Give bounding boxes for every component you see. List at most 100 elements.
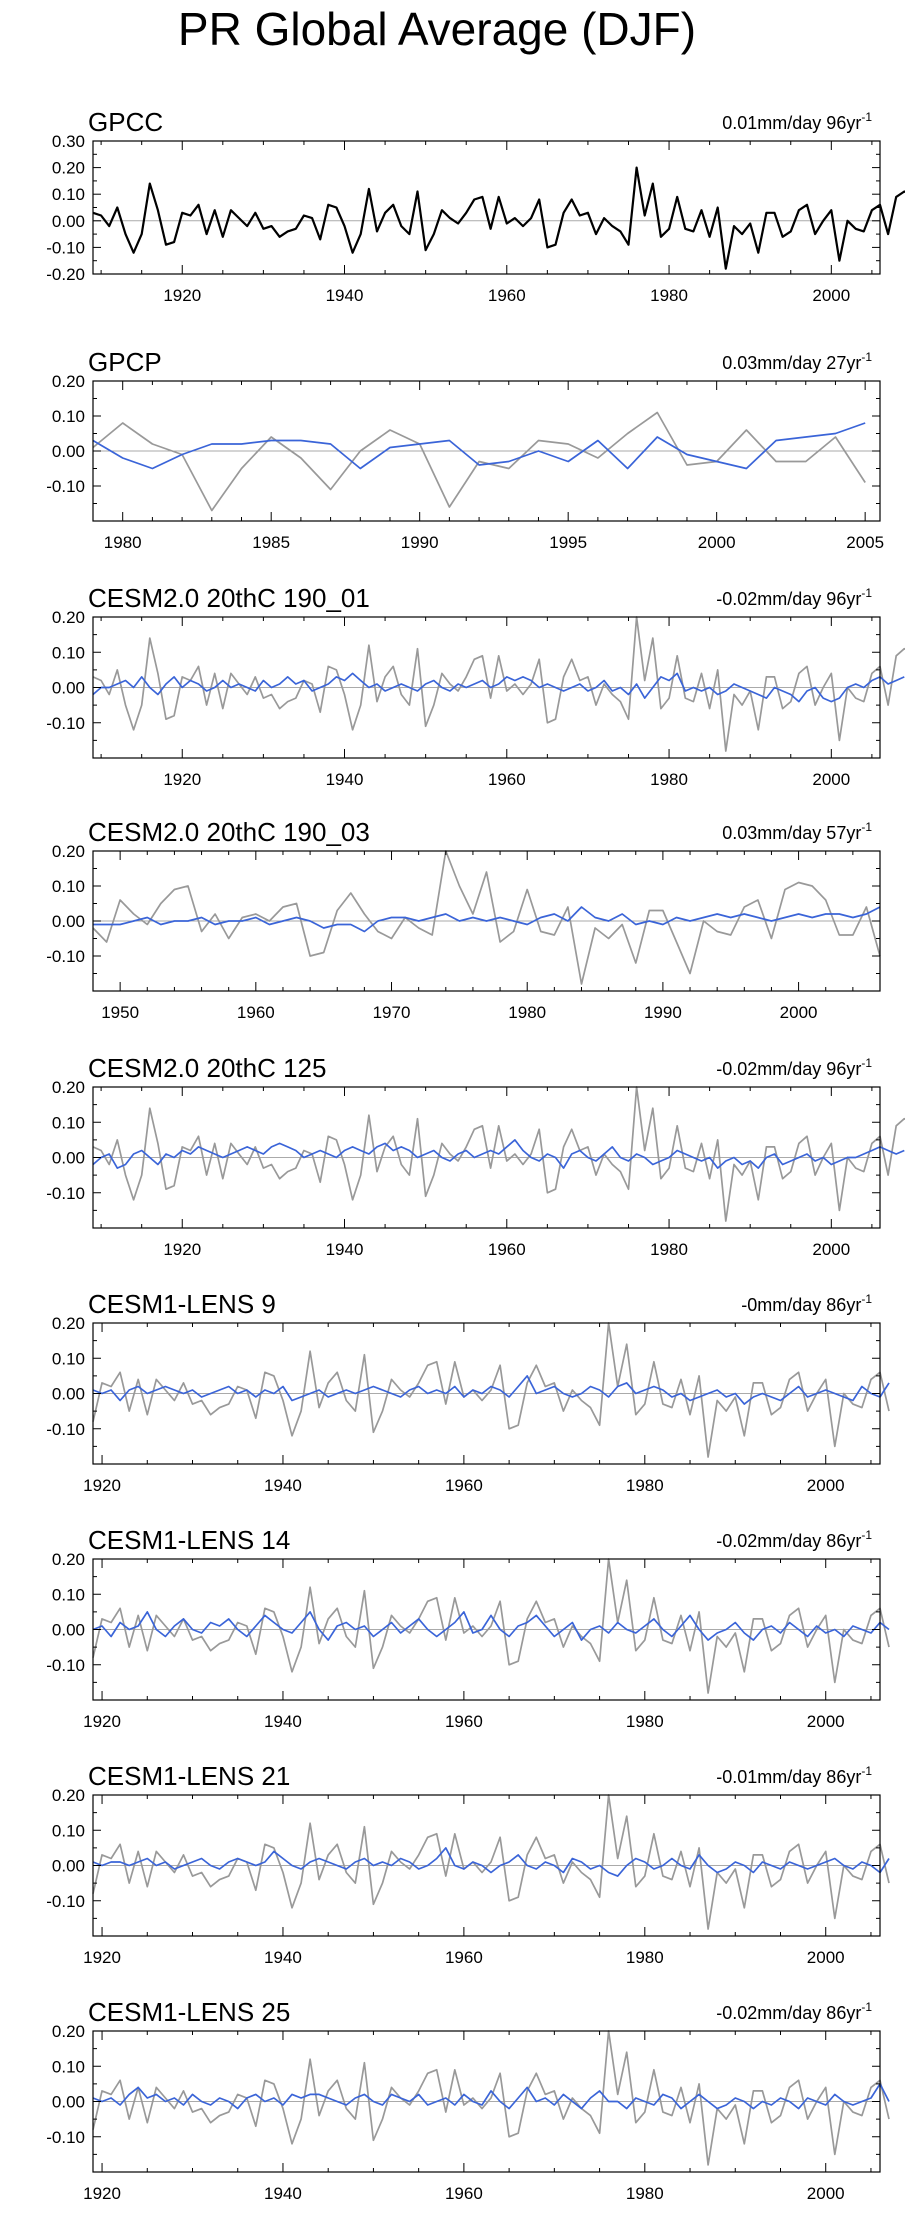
y-tick-label: 0.00: [52, 1385, 85, 1404]
x-tick-label: 2000: [807, 1712, 845, 1731]
series-line-obs_background: [92, 850, 881, 985]
y-tick-label: 0.20: [52, 1550, 85, 1569]
panel-4: 1950 1960 1970 1980 1990 2000 -0.10 0.00 0.10 0.2…: [46, 817, 881, 1022]
y-tick-label: 0.10: [52, 1585, 85, 1604]
x-tick-label: 2000: [807, 1948, 845, 1967]
x-tick-label: 1940: [264, 1712, 302, 1731]
x-tick-label: 1990: [401, 533, 439, 552]
series-line-obs_background: [92, 616, 905, 752]
y-tick-label: 0.20: [52, 159, 85, 178]
y-tick-label: -0.10: [46, 1184, 85, 1203]
panel-9: 1920 1940 1960 1980 2000 -0.10 0.00 0.10 0.20CES…: [46, 1997, 890, 2203]
panel-5: 1920 1940 1960 1980 2000 -0.10 0.00 0.10 0.20CES…: [46, 1053, 905, 1259]
x-tick-label: 2000: [807, 2184, 845, 2203]
x-tick-label: 1920: [83, 1476, 121, 1495]
x-tick-label: 1960: [237, 1003, 275, 1022]
y-tick-label: 0.00: [52, 1149, 85, 1168]
x-tick-label: 1980: [626, 1476, 664, 1495]
x-tick-label: 1960: [488, 286, 526, 305]
y-tick-label: 0.10: [52, 1821, 85, 1840]
series-line-model: [92, 1139, 905, 1169]
x-tick-label: 1980: [508, 1003, 546, 1022]
y-tick-label: 0.00: [52, 1621, 85, 1640]
y-tick-label: -0.10: [46, 714, 85, 733]
x-tick-label: 1985: [252, 533, 290, 552]
x-tick-label: 1960: [488, 770, 526, 789]
y-tick-label: 0.10: [52, 1349, 85, 1368]
series-line-model: [92, 422, 866, 470]
plot-frame: [92, 140, 881, 275]
panel-title: CESM1-LENS 21: [88, 1761, 290, 1791]
y-tick-label: 0.10: [52, 407, 85, 426]
panel-title: CESM2.0 20thC 190_01: [88, 583, 370, 613]
x-tick-label: 1940: [326, 286, 364, 305]
x-tick-label: 1960: [445, 2184, 483, 2203]
y-tick-label: 0.20: [52, 1786, 85, 1805]
series-line-model: [92, 672, 905, 703]
panel-title: GPCC: [88, 107, 163, 137]
x-tick-label: 1990: [644, 1003, 682, 1022]
trend-exponent: -1: [861, 1292, 872, 1306]
series-line-obs_background: [92, 411, 866, 512]
x-tick-label: 1940: [264, 1476, 302, 1495]
y-tick-label: -0.10: [46, 1420, 85, 1439]
x-tick-label: 1920: [83, 1948, 121, 1967]
y-tick-label: -0.10: [46, 1892, 85, 1911]
trend-exponent: -1: [861, 1764, 872, 1778]
trend-exponent: -1: [861, 1056, 872, 1070]
panel-8: 1920 1940 1960 1980 2000 -0.10 0.00 0.10 0.20CES…: [46, 1761, 890, 1967]
y-tick-label: 0.10: [52, 643, 85, 662]
y-tick-label: 0.20: [52, 608, 85, 627]
x-tick-label: 1980: [626, 2184, 664, 2203]
figure-title: PR Global Average (DJF): [178, 3, 696, 55]
x-tick-label: 1920: [83, 1712, 121, 1731]
panel-title: CESM2.0 20thC 190_03: [88, 817, 370, 847]
series-line-obs: [92, 166, 905, 270]
x-tick-label: 1940: [264, 2184, 302, 2203]
y-tick-label: 0.20: [52, 1314, 85, 1333]
y-tick-label: 0.10: [52, 877, 85, 896]
trend-exponent: -1: [861, 1528, 872, 1542]
trend-exponent: -1: [861, 2000, 872, 2014]
trend-label: -0.02mm/day 96yr-1: [716, 1056, 872, 1079]
trend-label: 0.01mm/day 96yr-1: [722, 110, 872, 133]
y-tick-label: 0.00: [52, 1857, 85, 1876]
trend-label: 0.03mm/day 57yr-1: [722, 820, 872, 843]
x-tick-label: 1980: [626, 1948, 664, 1967]
y-tick-label: -0.20: [46, 265, 85, 284]
y-tick-label: 0.00: [52, 679, 85, 698]
y-tick-label: 0.20: [52, 372, 85, 391]
trend-exponent: -1: [861, 820, 872, 834]
y-tick-label: 0.30: [52, 132, 85, 151]
trend-label: -0.02mm/day 86yr-1: [716, 1528, 872, 1551]
trend-exponent: -1: [861, 110, 872, 124]
x-tick-label: 1940: [264, 1948, 302, 1967]
x-tick-label: 2005: [846, 533, 884, 552]
trend-exponent: -1: [861, 350, 872, 364]
y-tick-label: 0.20: [52, 842, 85, 861]
trend-exponent: -1: [861, 586, 872, 600]
x-tick-label: 1980: [650, 286, 688, 305]
panel-1: 1920 1940 1960 1980 2000 -0.20 -0.10 0.00 0.10 0.…: [46, 107, 905, 305]
x-tick-label: 1940: [326, 770, 364, 789]
series-line-model: [93, 906, 881, 933]
y-tick-label: 0.20: [52, 1078, 85, 1097]
x-tick-label: 2000: [812, 1240, 850, 1259]
trend-label: 0.03mm/day 27yr-1: [722, 350, 872, 373]
y-tick-label: 0.00: [52, 2093, 85, 2112]
panel-title: CESM2.0 20thC 125: [88, 1053, 326, 1083]
panel-6: 1920 1940 1960 1980 2000 -0.10 0.00 0.10 0.20CES…: [46, 1289, 890, 1495]
y-tick-label: -0.10: [46, 2128, 85, 2147]
x-tick-label: 1920: [163, 1240, 201, 1259]
trend-label: -0mm/day 86yr-1: [741, 1292, 872, 1315]
y-tick-label: 0.00: [52, 912, 85, 931]
x-tick-label: 1980: [650, 1240, 688, 1259]
y-tick-label: -0.10: [46, 1656, 85, 1675]
x-tick-label: 2000: [698, 533, 736, 552]
x-tick-label: 1960: [445, 1948, 483, 1967]
series-line-model: [92, 1611, 890, 1641]
x-tick-label: 1970: [373, 1003, 411, 1022]
x-tick-label: 1920: [83, 2184, 121, 2203]
panel-title: CESM1-LENS 9: [88, 1289, 276, 1319]
series-line-obs_background: [92, 1322, 890, 1458]
